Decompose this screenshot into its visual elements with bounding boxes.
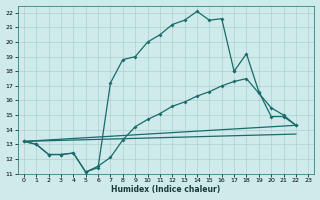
X-axis label: Humidex (Indice chaleur): Humidex (Indice chaleur) [111,185,221,194]
